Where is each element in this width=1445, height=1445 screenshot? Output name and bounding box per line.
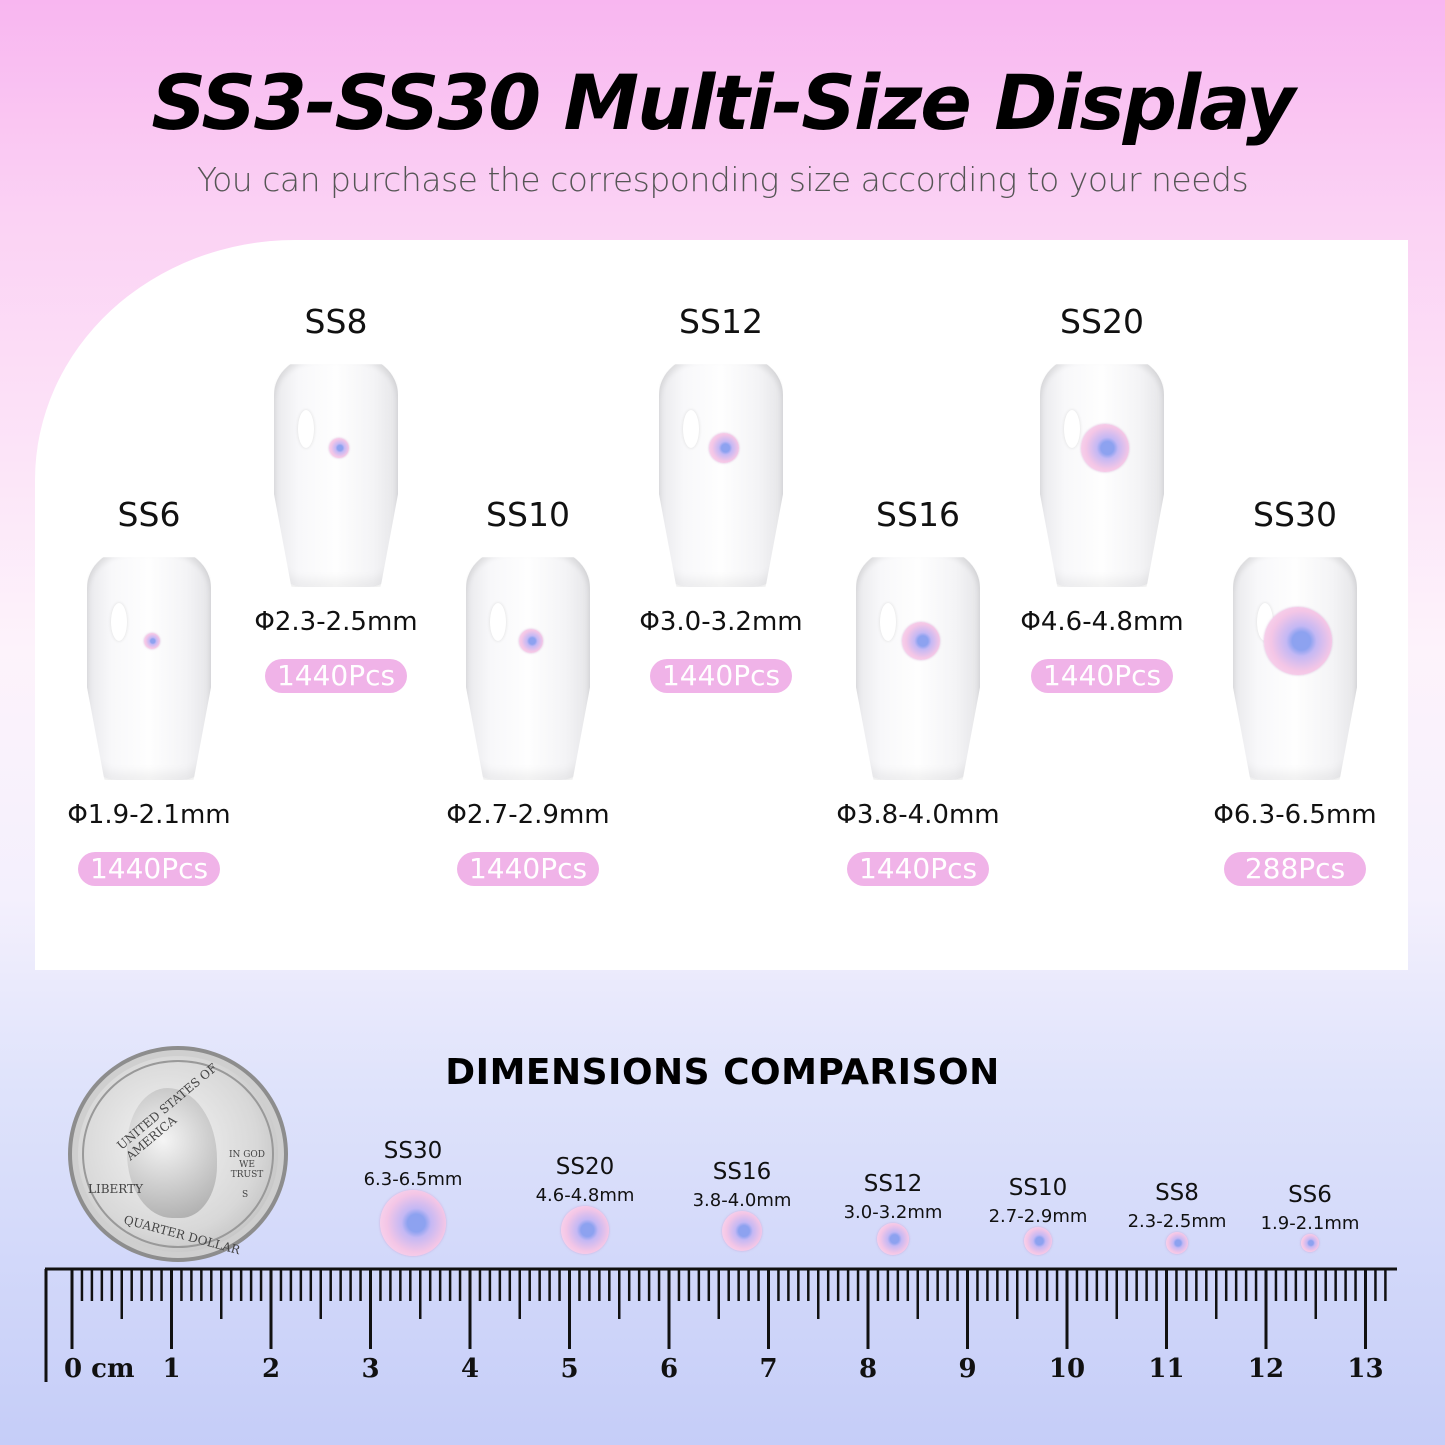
ruler-label: 3: [361, 1354, 379, 1384]
ruler-label: 1: [162, 1354, 180, 1384]
ruler-label: 9: [958, 1354, 976, 1384]
page-title: SS3-SS30 Multi-Size Display: [151, 58, 1295, 147]
ruler-label: 13: [1347, 1354, 1383, 1384]
comparison-label: SS6: [1288, 1182, 1332, 1208]
ruler-label: 11: [1148, 1354, 1184, 1384]
nail-tip-image: [856, 557, 980, 780]
nail-tip-image: [274, 364, 398, 587]
comparison-diameter: 2.3-2.5mm: [1127, 1211, 1227, 1232]
rhinestone-icon: [380, 1190, 446, 1256]
coin-text-liberty: LIBERTY: [88, 1182, 144, 1196]
rhinestone-icon: [1081, 424, 1129, 472]
size-diameter: Φ1.9-2.1mm: [67, 800, 231, 830]
nail-tip-image: [466, 557, 590, 780]
ruler-label: 8: [859, 1354, 877, 1384]
size-diameter: Φ2.7-2.9mm: [446, 800, 610, 830]
ruler-label: 2: [262, 1354, 280, 1384]
comparison-label: SS30: [383, 1138, 443, 1164]
size-label: SS6: [117, 495, 181, 534]
count-badge: 1440Pcs: [1031, 659, 1173, 693]
size-label: SS20: [1060, 302, 1144, 341]
count-badge: 1440Pcs: [650, 659, 792, 693]
comparison-diameter: 6.3-6.5mm: [363, 1169, 463, 1190]
size-label: SS10: [486, 495, 570, 534]
ruler-label: 6: [660, 1354, 678, 1384]
rhinestone-icon: [1166, 1232, 1188, 1254]
ruler-label: 7: [759, 1354, 777, 1384]
comparison-label: SS12: [863, 1171, 923, 1197]
size-diameter: Φ2.3-2.5mm: [254, 607, 418, 637]
comparison-label: SS8: [1155, 1180, 1199, 1206]
comparison-label: SS10: [1008, 1175, 1068, 1201]
nail-tip-image: [1233, 557, 1357, 780]
ruler-label: 10: [1049, 1354, 1085, 1384]
comparison-label: SS20: [555, 1154, 615, 1180]
comparison-label: SS16: [712, 1159, 772, 1185]
rhinestone-icon: [902, 622, 940, 660]
coin-text-mint: S: [242, 1190, 249, 1200]
coin-text-motto: IN GOD WE TRUST: [228, 1150, 266, 1180]
rhinestone-icon: [877, 1223, 909, 1255]
count-badge: 1440Pcs: [457, 852, 599, 886]
rhinestone-icon: [1024, 1227, 1052, 1255]
comparison-diameter: 4.6-4.8mm: [535, 1185, 635, 1206]
nail-tip-image: [87, 557, 211, 780]
comparison-diameter: 1.9-2.1mm: [1260, 1213, 1360, 1234]
size-label: SS30: [1253, 495, 1337, 534]
page-subtitle: You can purchase the corresponding size …: [196, 160, 1249, 199]
rhinestone-icon: [1301, 1234, 1319, 1252]
nail-tip-image: [659, 364, 783, 587]
size-diameter: Φ4.6-4.8mm: [1020, 607, 1184, 637]
nail-tip-image: [1040, 364, 1164, 587]
count-badge: 288Pcs: [1224, 852, 1366, 886]
comparison-diameter: 3.0-3.2mm: [843, 1202, 943, 1223]
count-badge: 1440Pcs: [265, 659, 407, 693]
rhinestone-icon: [329, 438, 349, 458]
size-label: SS8: [304, 302, 368, 341]
rhinestone-icon: [722, 1211, 762, 1251]
quarter-coin-image: UNITED STATES OF AMERICA IN GOD WE TRUST…: [68, 1046, 288, 1262]
ruler-label: 4: [461, 1354, 479, 1384]
comparison-diameter: 3.8-4.0mm: [692, 1190, 792, 1211]
display-panel: [35, 240, 1408, 970]
size-label: SS16: [876, 495, 960, 534]
rhinestone-icon: [519, 629, 543, 653]
size-diameter: Φ3.8-4.0mm: [836, 800, 1000, 830]
count-badge: 1440Pcs: [847, 852, 989, 886]
comparison-title: DIMENSIONS COMPARISON: [445, 1052, 1000, 1093]
size-diameter: Φ3.0-3.2mm: [639, 607, 803, 637]
ruler-label: 12: [1248, 1354, 1284, 1384]
ruler-label: 0 cm: [64, 1354, 134, 1384]
ruler-label: 5: [560, 1354, 578, 1384]
rhinestone-icon: [1264, 607, 1332, 675]
rhinestone-icon: [709, 433, 739, 463]
count-badge: 1440Pcs: [78, 852, 220, 886]
size-diameter: Φ6.3-6.5mm: [1213, 800, 1377, 830]
comparison-diameter: 2.7-2.9mm: [988, 1206, 1088, 1227]
rhinestone-icon: [561, 1206, 609, 1254]
size-label: SS12: [679, 302, 763, 341]
rhinestone-icon: [144, 633, 160, 649]
